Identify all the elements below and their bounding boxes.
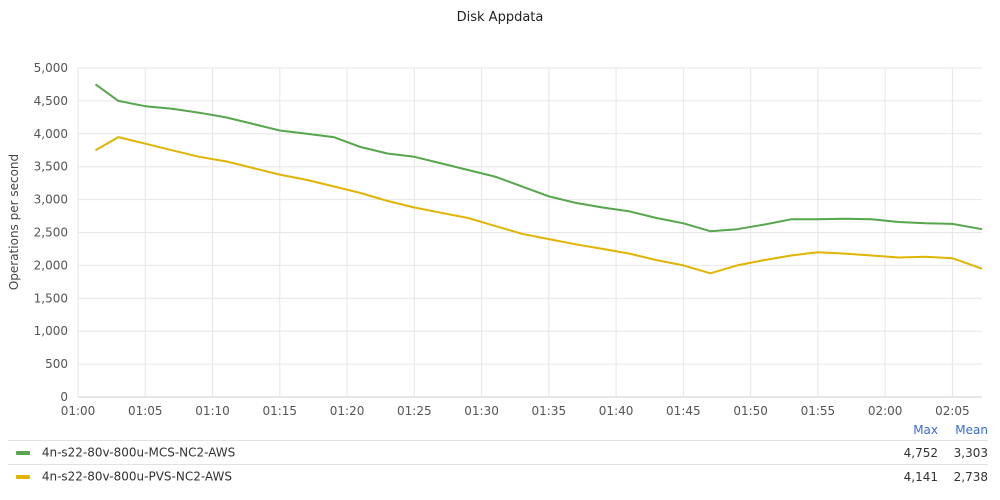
- x-tick-label: 01:50: [733, 404, 768, 418]
- legend-item-mcs[interactable]: 4n-s22-80v-800u-MCS-NC2-AWS 4,752 3,303: [8, 440, 988, 465]
- x-tick-label: 02:05: [935, 404, 970, 418]
- x-tick-label: 01:40: [599, 404, 634, 418]
- y-tick-label: 3,500: [34, 160, 68, 174]
- legend-mean-value: 3,303: [938, 440, 988, 465]
- y-tick-label: 1,500: [34, 291, 68, 305]
- legend-swatch: [16, 450, 30, 455]
- line-chart: Disk Appdata Operations per second 0 500 1…: [7, 10, 983, 418]
- grid: [77, 67, 982, 398]
- x-tick-label: 01:45: [666, 404, 701, 418]
- x-tick-label: 01:05: [128, 404, 163, 418]
- x-tick-label: 01:15: [262, 404, 297, 418]
- legend-series-name[interactable]: 4n-s22-80v-800u-PVS-NC2-AWS: [41, 469, 232, 484]
- y-axis-title: Operations per second: [7, 154, 21, 290]
- legend-col-mean[interactable]: Mean: [955, 423, 988, 437]
- x-tick-label: 01:00: [61, 404, 96, 418]
- x-tick-label: 01:20: [330, 404, 365, 418]
- legend-swatch: [16, 474, 30, 479]
- series-line: [95, 136, 983, 275]
- series-line: [94, 83, 983, 233]
- legend-series-name[interactable]: 4n-s22-80v-800u-MCS-NC2-AWS: [41, 445, 236, 460]
- y-tick-label: 2,500: [34, 226, 68, 240]
- series-lines: [94, 83, 983, 275]
- y-tick-label: 1,000: [34, 324, 68, 338]
- x-tick-label: 01:25: [397, 404, 432, 418]
- legend-header: Max Mean: [8, 420, 988, 441]
- y-tick-label: 500: [45, 357, 68, 371]
- legend-col-max[interactable]: Max: [913, 423, 938, 437]
- x-axis-ticks: 01:00 01:05 01:10 01:15 01:20 01:25 01:30 01:35…: [61, 404, 970, 418]
- legend-max-value: 4,141: [878, 464, 938, 488]
- x-tick-label: 01:55: [801, 404, 836, 418]
- x-tick-label: 01:10: [195, 404, 230, 418]
- y-tick-label: 5,000: [34, 61, 68, 75]
- legend-max-value: 4,752: [878, 440, 938, 465]
- legend-mean-value: 2,738: [938, 464, 988, 488]
- y-tick-label: 2,000: [34, 258, 68, 272]
- x-tick-label: 01:30: [464, 404, 499, 418]
- legend-item-pvs[interactable]: 4n-s22-80v-800u-PVS-NC2-AWS 4,141 2,738: [8, 464, 988, 488]
- chart-title: Disk Appdata: [457, 10, 544, 25]
- y-tick-label: 4,000: [34, 127, 68, 141]
- x-tick-label: 02:00: [868, 404, 903, 418]
- legend-table: Max Mean 4n-s22-80v-800u-MCS-NC2-AWS 4,7…: [8, 420, 988, 488]
- y-tick-label: 3,000: [34, 193, 68, 207]
- y-tick-label: 4,500: [34, 94, 68, 108]
- y-tick-label: 0: [60, 390, 68, 404]
- y-axis-ticks: 0 500 1,000 1,500 2,000 2,500 3,000 3,500 4,000 4…: [34, 61, 68, 404]
- x-tick-label: 01:35: [532, 404, 567, 418]
